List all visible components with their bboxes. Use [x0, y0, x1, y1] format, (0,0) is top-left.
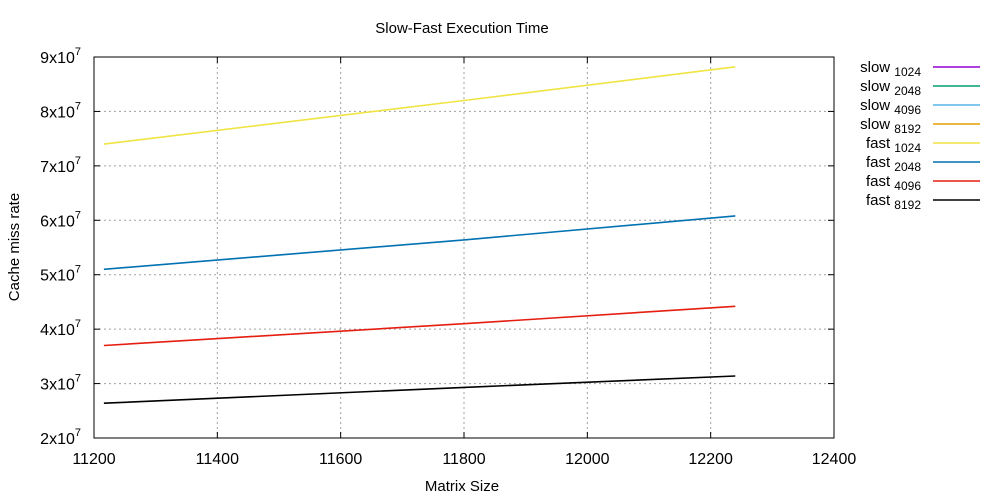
legend-name: fast — [866, 173, 894, 190]
legend-name: fast — [866, 135, 894, 152]
y-tick-base: 9x10 — [40, 50, 75, 67]
legend-name: fast — [866, 192, 894, 209]
x-tick-label: 12400 — [812, 451, 857, 468]
series-line-fast-2048 — [103, 215, 736, 271]
chart-title: Slow-Fast Execution Time — [375, 20, 548, 37]
x-tick-label: 11200 — [72, 451, 115, 468]
x-tick-label: 11400 — [196, 451, 239, 468]
legend-subscript: 2048 — [894, 84, 921, 98]
y-tick-label: 4x107 — [40, 318, 81, 339]
y-tick-base: 2x10 — [40, 431, 75, 448]
x-axis-ticks: 11200 11400 11600 11800 12000 12200 12400 — [72, 57, 856, 468]
legend-subscript: 1024 — [894, 65, 921, 79]
legend-label: slow 8192 — [860, 116, 921, 136]
series-line-fast-8192 — [103, 375, 736, 404]
y-tick-label: 6x107 — [40, 209, 81, 230]
x-tick-label: 11800 — [442, 451, 485, 468]
y-tick-base: 3x10 — [40, 377, 75, 394]
y-tick-base: 6x10 — [40, 213, 75, 230]
legend-name: slow — [860, 97, 894, 114]
legend-label: slow 4096 — [860, 97, 921, 117]
legend-item: fast 4096 — [866, 173, 980, 193]
legend-item: slow 4096 — [860, 97, 980, 117]
y-tick-label: 7x107 — [40, 155, 81, 176]
legend-name: slow — [860, 78, 894, 95]
legend-item: fast 2048 — [866, 154, 980, 174]
y-tick-label: 8x107 — [40, 100, 81, 121]
legend-subscript: 4096 — [894, 103, 921, 117]
y-tick-label: 3x107 — [40, 373, 81, 394]
legend-item: fast 1024 — [866, 135, 980, 155]
legend-label: slow 2048 — [860, 78, 921, 98]
y-tick-exponent: 7 — [75, 100, 81, 112]
y-tick-exponent: 7 — [75, 373, 81, 385]
x-tick-label: 11600 — [319, 451, 362, 468]
legend-item: slow 8192 — [860, 116, 980, 136]
y-tick-base: 5x10 — [40, 268, 75, 285]
legend-label: fast 1024 — [866, 135, 921, 155]
x-tick-label: 12200 — [688, 451, 733, 468]
y-tick-base: 8x10 — [40, 104, 75, 121]
legend-label: fast 2048 — [866, 154, 921, 174]
legend-subscript: 8192 — [894, 198, 921, 212]
legend-subscript: 1024 — [894, 141, 921, 155]
legend-name: slow — [860, 116, 894, 133]
legend-item: fast 8192 — [866, 192, 980, 212]
y-tick-exponent: 7 — [75, 46, 81, 58]
legend-subscript: 2048 — [894, 160, 921, 174]
y-axis-title: Cache miss rate — [6, 193, 23, 301]
y-tick-exponent: 7 — [75, 427, 81, 439]
y-tick-base: 4x10 — [40, 322, 75, 339]
y-tick-label: 5x107 — [40, 264, 81, 285]
legend-item: slow 2048 — [860, 78, 980, 98]
series-lines — [103, 66, 736, 404]
series-line-fast-4096 — [103, 305, 736, 347]
legend-subscript: 8192 — [894, 122, 921, 136]
legend-name: slow — [860, 59, 894, 76]
legend-item: slow 1024 — [860, 59, 980, 79]
legend-name: fast — [866, 154, 894, 171]
y-tick-label: 2x107 — [40, 427, 81, 448]
legend-label: fast 4096 — [866, 173, 921, 193]
y-tick-base: 7x10 — [40, 159, 75, 176]
y-tick-exponent: 7 — [75, 264, 81, 276]
grid — [94, 57, 834, 438]
y-tick-exponent: 7 — [75, 155, 81, 167]
y-tick-exponent: 7 — [75, 318, 81, 330]
y-tick-exponent: 7 — [75, 209, 81, 221]
legend-subscript: 4096 — [894, 179, 921, 193]
x-axis-title: Matrix Size — [425, 478, 499, 495]
legend-label: slow 1024 — [860, 59, 921, 79]
x-tick-label: 12000 — [565, 451, 610, 468]
y-tick-label: 9x107 — [40, 46, 81, 67]
legend-label: fast 8192 — [866, 192, 921, 212]
series-line-fast-1024 — [103, 66, 736, 145]
